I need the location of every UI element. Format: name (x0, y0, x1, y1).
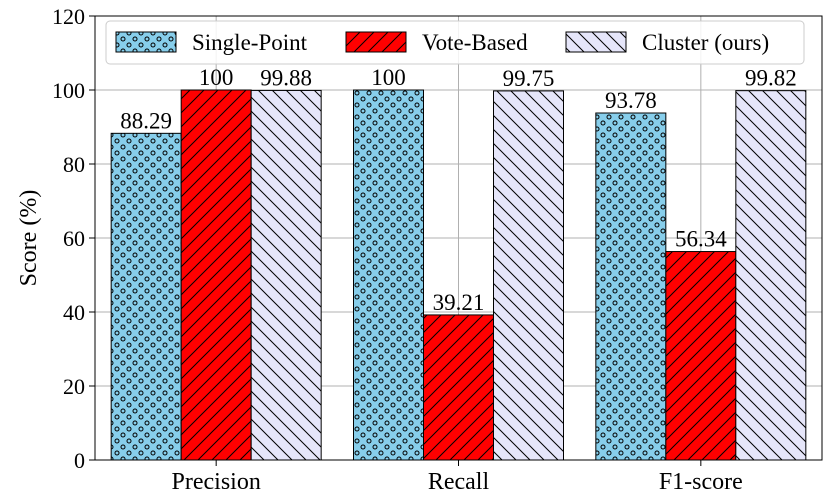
data-label: 56.34 (675, 227, 727, 252)
y-tick-label: 20 (63, 374, 85, 399)
bar-single-point-precision (110, 132, 182, 461)
x-tick-label: Precision (172, 469, 261, 495)
bar-vote-based-f1-score (665, 251, 737, 461)
data-label: 39.21 (433, 290, 485, 315)
data-label: 99.88 (260, 65, 312, 90)
bar-vote-based-precision (180, 89, 252, 461)
y-axis-title: Score (%) (16, 190, 42, 287)
bar-single-point-f1-score (595, 112, 667, 461)
data-label: 100 (199, 65, 234, 90)
data-label: 99.75 (503, 66, 555, 91)
y-tick-label: 120 (52, 4, 85, 29)
y-axis: 0 20 40 60 80 100 120 (52, 4, 95, 473)
bar-single-point-recall (353, 89, 424, 461)
y-tick-label: 40 (63, 300, 85, 325)
data-label: 100 (371, 65, 406, 90)
legend-swatch (345, 31, 407, 53)
data-label: 88.29 (120, 108, 172, 133)
legend-box (105, 20, 805, 65)
bar-vote-based-recall (423, 314, 494, 461)
x-tick-label: F1-score (659, 469, 743, 495)
y-tick-label: 80 (63, 152, 85, 177)
y-tick-label: 60 (63, 226, 85, 251)
legend[interactable]: Single-Point Vote-Based Cluster (ours) (105, 20, 805, 65)
x-tick-label: Recall (428, 469, 490, 495)
data-label: 93.78 (605, 88, 657, 113)
legend-label: Vote-Based (422, 30, 528, 55)
y-tick-label: 100 (52, 78, 85, 103)
x-axis: Precision Recall F1-score (172, 460, 743, 495)
legend-swatch (115, 31, 177, 53)
data-label: 99.82 (745, 66, 797, 91)
y-tick-label: 0 (74, 448, 85, 473)
legend-label: Single-Point (192, 30, 308, 55)
legend-swatch (565, 31, 627, 53)
legend-entry-2[interactable]: Cluster (ours) (565, 30, 769, 55)
bar-cluster-ours-recall (493, 90, 564, 461)
legend-entry-1[interactable]: Vote-Based (345, 30, 528, 55)
legend-entry-0[interactable]: Single-Point (115, 30, 308, 55)
bar-cluster-ours-f1-score (735, 90, 807, 461)
legend-label: Cluster (ours) (642, 30, 769, 55)
data-labels: 88.29 100 93.78 100 39.21 56.34 99.88 99.75 99.8… (120, 65, 796, 315)
bar-cluster-ours-precision (250, 89, 322, 461)
